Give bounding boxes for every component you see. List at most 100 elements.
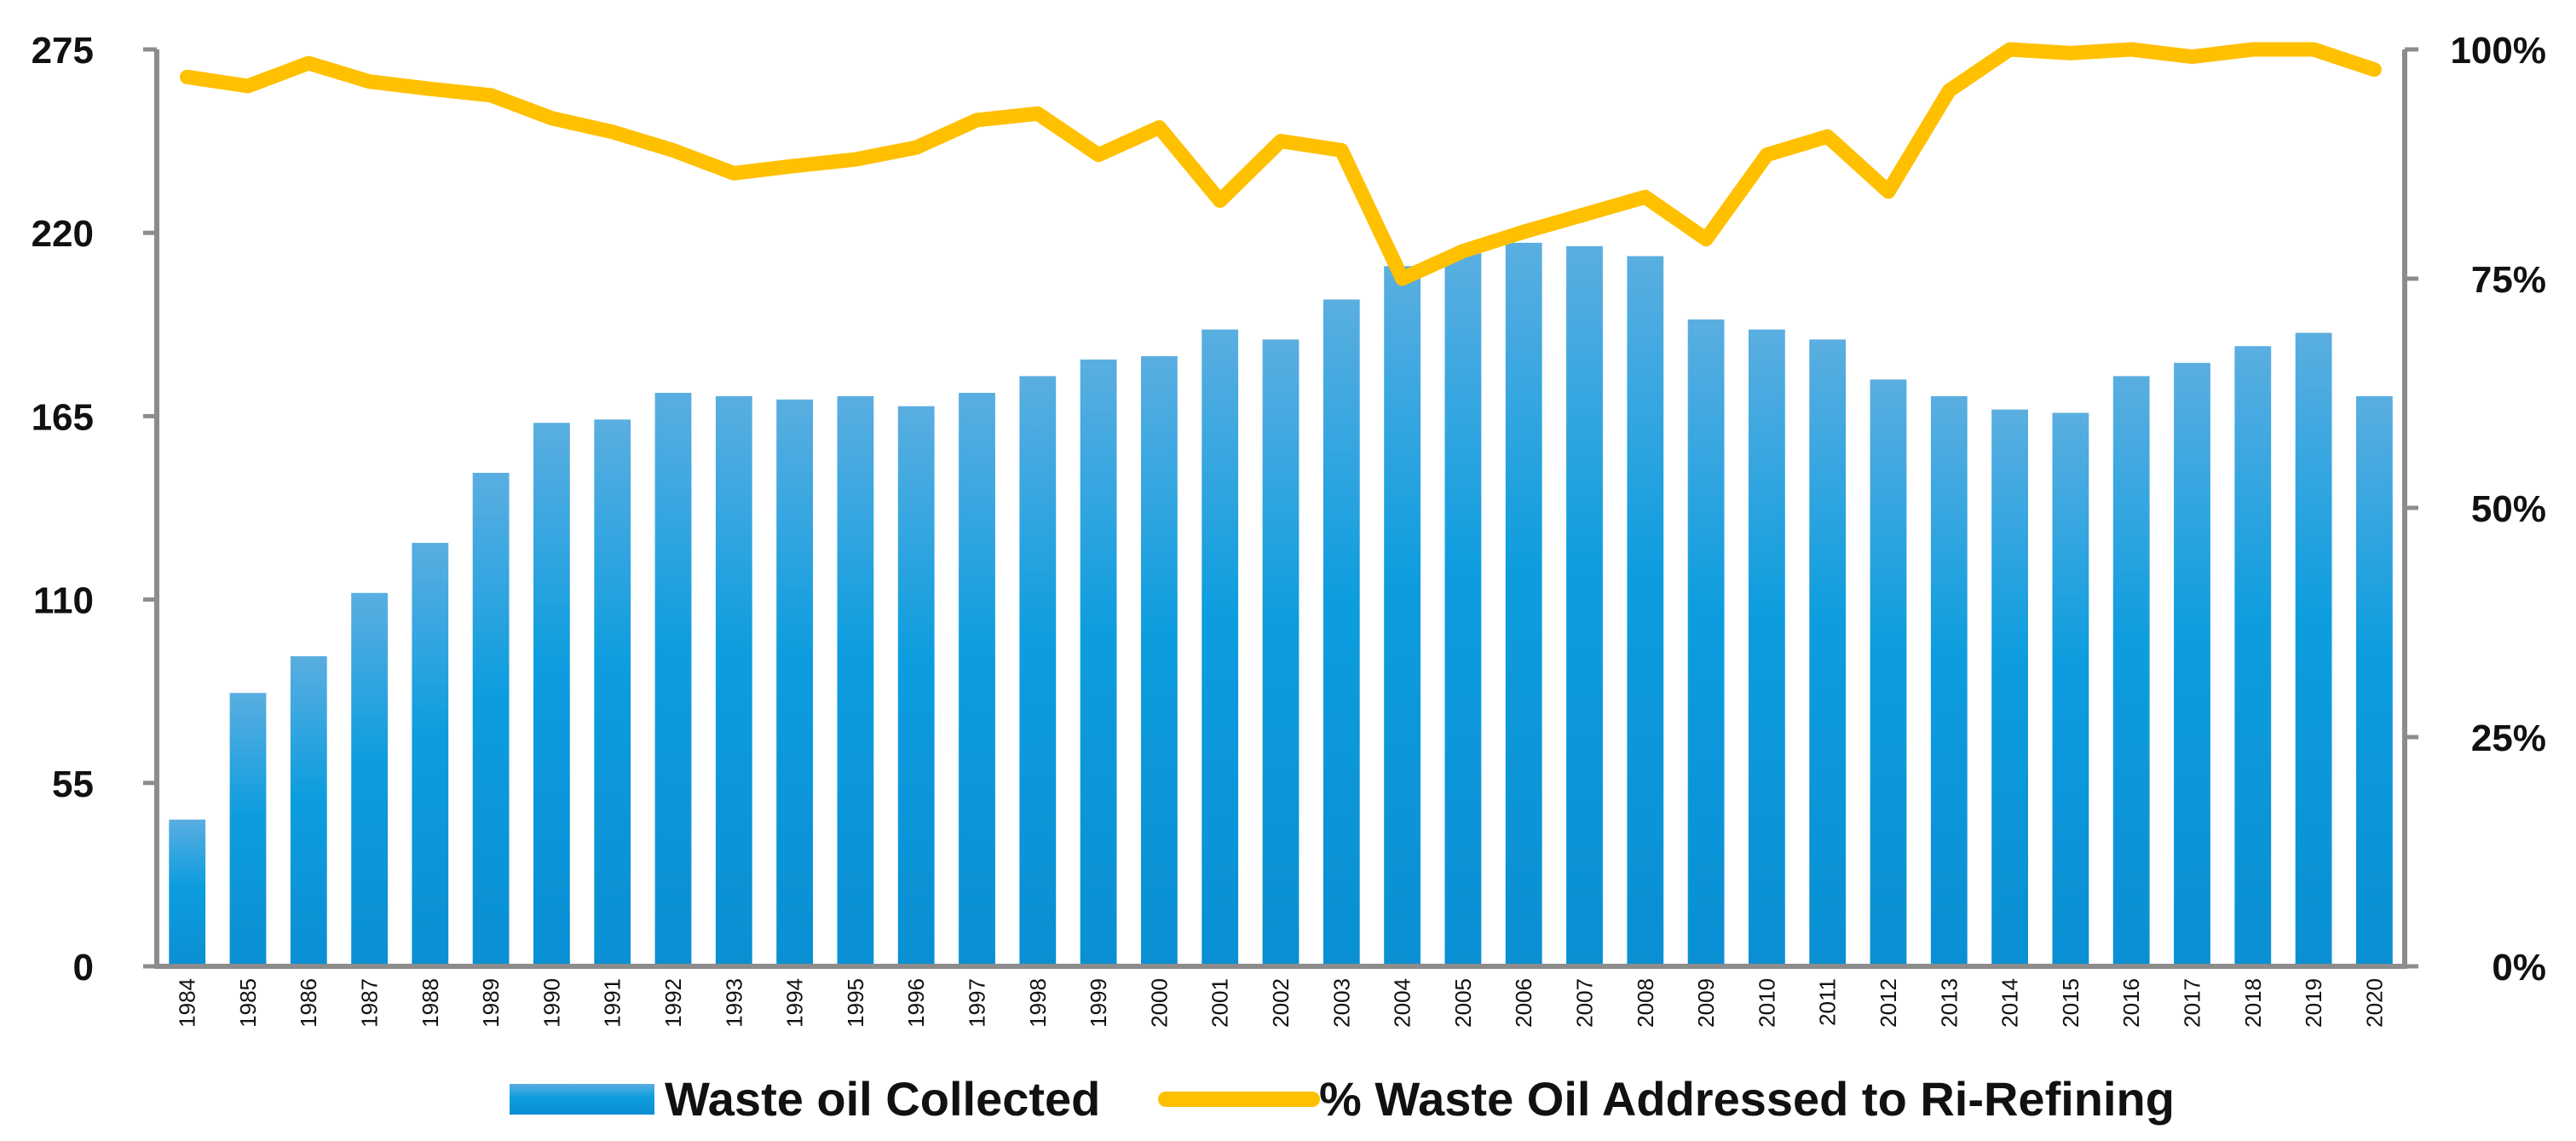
legend-swatch-bar [510,1084,654,1115]
legend: Waste oil Collected % Waste Oil Addresse… [510,1072,2175,1126]
bar-2016 [2112,376,2150,966]
x-tick-label: 2019 [2301,978,2326,1028]
x-tick-label: 2020 [2361,978,2387,1028]
x-tick-label: 1987 [357,978,383,1028]
legend-label-bar: Waste oil Collected [665,1072,1100,1126]
x-tick-label: 2003 [1328,978,1354,1028]
line-point-2018 [2251,49,2254,50]
x-tick-label: 1988 [418,978,443,1028]
bar-1998 [1019,376,1057,966]
bar-series [169,242,2393,967]
line-point-2002 [1280,140,1282,142]
bar-1995 [837,395,874,966]
bar-2004 [1384,266,1421,966]
bar-1999 [1080,359,1117,966]
legend-label-line: % Waste Oil Addressed to Ri-Refining [1319,1072,2175,1126]
bar-1992 [654,393,692,966]
line-point-2007 [1583,213,1586,216]
line-point-1998 [1036,112,1039,115]
x-tick-label: 1984 [175,978,200,1028]
bar-2018 [2234,346,2272,966]
line-point-1993 [733,172,735,175]
bar-2000 [1141,356,1178,966]
bar-2002 [1262,339,1300,966]
bar-1989 [472,472,510,966]
left-tick-label: 110 [33,580,94,622]
line-point-1989 [490,94,493,96]
bar-1986 [290,656,327,966]
x-tick-label: 2002 [1268,978,1294,1028]
bar-2001 [1202,329,1239,966]
line-point-2011 [1826,135,1829,138]
line-point-2013 [1948,89,1951,92]
x-tick-label: 1991 [600,978,625,1028]
line-point-2014 [2008,49,2011,50]
bar-1984 [169,819,206,966]
bar-1997 [959,393,995,966]
line-point-1999 [1098,153,1100,156]
left-tick-label: 165 [32,396,94,438]
line-point-1991 [611,130,614,133]
bar-1996 [897,406,935,966]
right-tick-label: 75% [2471,259,2546,301]
x-tick-label: 2004 [1390,978,1415,1028]
line-series [180,42,2382,286]
bar-2020 [2356,395,2393,966]
left-tick-label: 220 [32,213,94,255]
legend-item-waste-oil-collected: Waste oil Collected [510,1072,1100,1126]
x-tick-label: 2005 [1450,978,1476,1028]
line-point-1985 [246,85,249,87]
right-axis-ticks: 0% 25% 50% 75% 100% [2405,30,2546,988]
x-tick-label: 1985 [235,978,261,1028]
bar-2017 [2174,362,2210,966]
x-tick-label: 2001 [1207,978,1233,1028]
line-point-1987 [368,80,371,83]
x-tick-label: 1993 [721,978,746,1028]
x-tick-label: 2014 [1997,978,2023,1028]
left-tick-label: 55 [52,764,94,805]
line-point-2006 [1523,231,1525,233]
line-point-2016 [2130,49,2133,50]
line-point-2004 [1401,278,1403,279]
x-tick-label: 2009 [1693,978,1719,1028]
x-tick-label: 1998 [1025,978,1051,1028]
x-tick-label: 2008 [1633,978,1658,1028]
legend-item-percent-rerefining: % Waste Oil Addressed to Ri-Refining [1158,1072,2175,1126]
bar-1993 [715,395,752,966]
bar-2006 [1505,242,1542,966]
left-tick-label: 0 [73,947,94,988]
bar-2019 [2295,332,2332,967]
line-point-1994 [793,164,796,167]
x-tick-label: 2006 [1511,978,1536,1028]
line-point-2019 [2313,49,2315,50]
bar-1985 [229,693,267,966]
right-tick-label: 100% [2450,30,2546,72]
line-point-2008 [1644,196,1646,199]
bar-2010 [1749,329,1785,966]
left-axis-ticks: 0 55 110 165 220 275 [32,30,157,988]
bar-2005 [1444,252,1482,966]
x-tick-label: 1994 [782,978,808,1028]
bar-2014 [1991,409,2028,967]
x-tick-label: 1995 [843,978,868,1028]
bar-1994 [776,399,813,966]
x-tick-label: 2012 [1876,978,1901,1028]
left-tick-label: 275 [32,30,94,72]
x-tick-label: 1997 [965,978,990,1028]
x-tick-label: 2018 [2240,978,2266,1028]
x-tick-label: 2016 [2118,978,2144,1028]
x-axis-ticks: 1984 1985 1986 1987 1988 1989 1990 1991 1992 1993… [175,978,2388,1028]
bar-2003 [1323,299,1360,966]
bar-1990 [533,423,570,966]
line-point-1990 [550,117,553,119]
bar-2009 [1687,319,1725,966]
x-tick-label: 2015 [2058,978,2083,1028]
bar-1991 [594,419,631,966]
x-tick-label: 2017 [2179,978,2204,1028]
x-tick-label: 1992 [660,978,686,1028]
line-point-2017 [2191,55,2193,58]
line-point-2020 [2373,68,2376,71]
bar-2015 [2052,412,2089,966]
x-tick-label: 2010 [1754,978,1779,1028]
